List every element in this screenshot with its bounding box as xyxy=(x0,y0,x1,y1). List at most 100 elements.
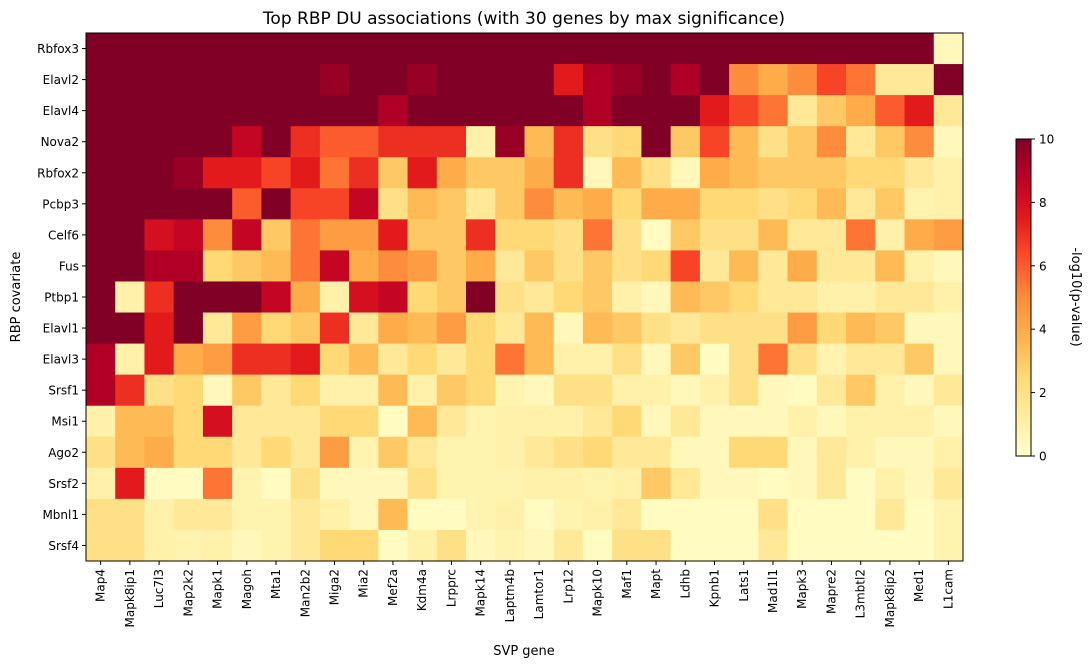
heatmap-cell xyxy=(524,467,555,500)
heatmap-cell xyxy=(232,343,262,376)
x-tick-label: Map4 xyxy=(94,569,108,602)
heatmap-cell xyxy=(553,250,584,282)
heatmap-cell xyxy=(758,64,788,96)
heatmap-cell xyxy=(173,250,204,282)
heatmap-cell xyxy=(904,498,935,531)
heatmap-cell xyxy=(816,33,847,65)
heatmap-cell xyxy=(261,126,292,158)
heatmap-cell xyxy=(86,157,116,189)
heatmap-cell xyxy=(816,529,847,562)
heatmap-cell xyxy=(758,529,788,562)
heatmap-cell xyxy=(699,374,730,407)
heatmap-cell xyxy=(319,405,350,438)
heatmap-cell xyxy=(495,405,525,438)
heatmap-cell xyxy=(758,498,788,531)
heatmap-cell xyxy=(816,157,847,189)
heatmap-cell xyxy=(846,250,876,282)
heatmap-cell xyxy=(670,436,701,469)
heatmap-cell xyxy=(173,374,204,407)
heatmap-cell xyxy=(349,33,379,65)
heatmap-cell xyxy=(349,467,379,500)
x-tick-label: Mapk3 xyxy=(795,569,809,609)
heatmap-cell xyxy=(407,312,438,344)
heatmap-cell xyxy=(641,250,672,282)
heatmap-cell xyxy=(553,498,584,531)
heatmap-cell xyxy=(86,467,116,500)
heatmap-cell xyxy=(466,126,496,158)
heatmap-cell xyxy=(582,312,613,344)
heatmap-cell xyxy=(319,374,350,407)
heatmap-cell xyxy=(846,436,876,469)
heatmap-cell xyxy=(261,529,292,562)
heatmap-cell xyxy=(699,436,730,469)
colorbar-tick-label: 4 xyxy=(1039,323,1047,337)
heatmap-cell xyxy=(173,436,204,469)
heatmap-cell xyxy=(407,281,438,313)
heatmap-cell xyxy=(466,219,496,251)
heatmap-cell xyxy=(232,498,262,531)
heatmap-cell xyxy=(816,498,847,531)
heatmap-cell xyxy=(202,405,233,438)
heatmap-cell xyxy=(144,529,175,562)
heatmap-cell xyxy=(349,188,379,220)
heatmap-cell xyxy=(582,219,613,251)
heatmap-cell xyxy=(641,405,672,438)
heatmap-cell xyxy=(846,498,876,531)
heatmap-cell xyxy=(670,250,701,282)
heatmap-cell xyxy=(758,157,788,189)
y-tick-label: Srsf2 xyxy=(48,477,79,491)
heatmap-cell xyxy=(290,467,321,500)
heatmap-cell xyxy=(612,405,642,438)
heatmap-cell xyxy=(612,467,642,500)
heatmap-cell xyxy=(582,529,613,562)
heatmap-cell xyxy=(466,250,496,282)
heatmap-cell xyxy=(378,374,408,407)
heatmap-cell xyxy=(319,219,350,251)
x-tick-label: Laptm4b xyxy=(503,569,517,622)
heatmap-cell xyxy=(729,498,759,531)
heatmap-cell xyxy=(144,312,175,344)
heatmap-cell xyxy=(670,219,701,251)
colorbar-tick-label: 10 xyxy=(1039,133,1054,147)
heatmap-cell xyxy=(144,281,175,313)
heatmap-cell xyxy=(904,312,935,344)
heatmap-cell xyxy=(407,33,438,65)
heatmap-cell xyxy=(553,529,584,562)
heatmap-cell xyxy=(641,467,672,500)
heatmap-cell xyxy=(699,312,730,344)
heatmap-cell xyxy=(407,405,438,438)
heatmap-cell xyxy=(378,64,408,96)
heatmap-cell xyxy=(612,312,642,344)
heatmap-cell xyxy=(232,405,262,438)
heatmap-cell xyxy=(436,250,467,282)
heatmap-cell xyxy=(144,157,175,189)
heatmap-cell xyxy=(232,64,262,96)
x-tick-label: Mapk10 xyxy=(591,569,605,617)
heatmap-cell xyxy=(495,467,525,500)
heatmap-cell xyxy=(641,126,672,158)
x-tick-label: Mapre2 xyxy=(824,569,838,614)
x-tick-label: Map2k2 xyxy=(181,569,195,617)
heatmap-cell xyxy=(436,343,467,376)
heatmap-cell xyxy=(933,64,964,96)
heatmap-cell xyxy=(495,529,525,562)
heatmap-cell xyxy=(115,405,145,438)
heatmap-cell xyxy=(173,219,204,251)
heatmap-cell xyxy=(933,467,964,500)
heatmap-cell xyxy=(670,374,701,407)
heatmap-cell xyxy=(378,95,408,127)
heatmap-cell xyxy=(173,312,204,344)
heatmap-cell xyxy=(524,188,555,220)
heatmap-cell xyxy=(524,281,555,313)
heatmap-cell xyxy=(407,374,438,407)
x-tick-label: Lats1 xyxy=(737,569,751,602)
heatmap-cell xyxy=(787,467,818,500)
heatmap-cell xyxy=(524,498,555,531)
x-tick-label: Lrp12 xyxy=(561,569,575,604)
heatmap-cell xyxy=(729,467,759,500)
heatmap-cell xyxy=(436,33,467,65)
heatmap-cell xyxy=(144,95,175,127)
heatmap-cell xyxy=(933,281,964,313)
heatmap-cell xyxy=(290,95,321,127)
heatmap-cell xyxy=(729,95,759,127)
